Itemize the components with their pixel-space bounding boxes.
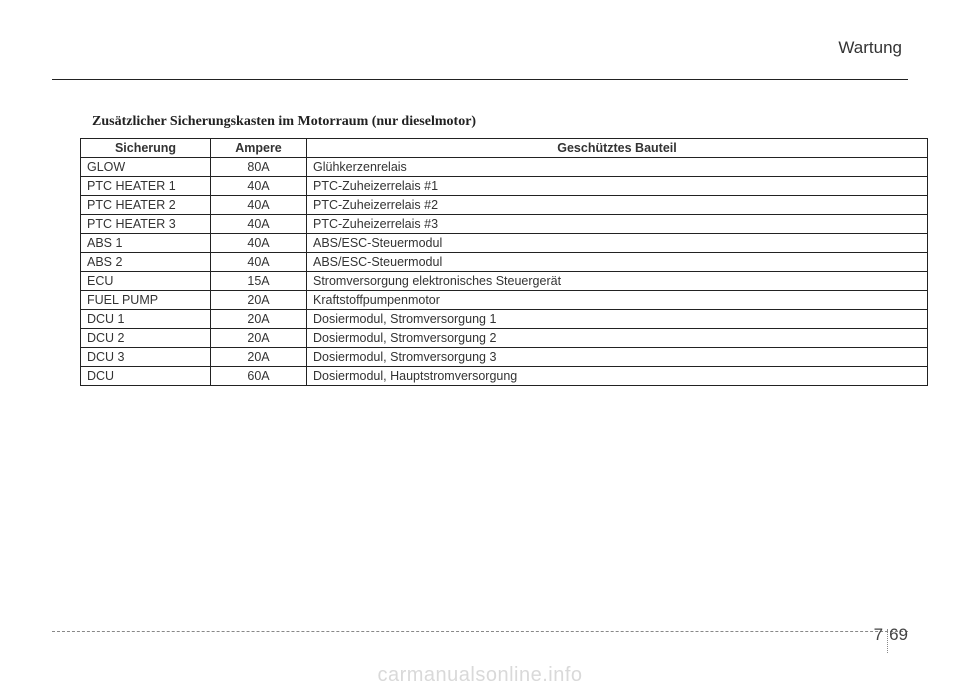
col-header-desc: Geschütztes Bauteil — [307, 139, 928, 158]
cell-desc: PTC-Zuheizerrelais #1 — [307, 177, 928, 196]
table-row: DCU 120ADosiermodul, Stromversorgung 1 — [81, 310, 928, 329]
cell-fuse: PTC HEATER 1 — [81, 177, 211, 196]
cell-fuse: DCU 2 — [81, 329, 211, 348]
table-row: DCU60ADosiermodul, Hauptstromversorgung — [81, 367, 928, 386]
footer-dash — [52, 631, 908, 651]
page-footer: 7 69 — [0, 631, 960, 671]
table-row: ECU15AStromversorgung elektronisches Ste… — [81, 272, 928, 291]
header-rule — [52, 79, 908, 80]
table-row: FUEL PUMP20AKraftstoffpumpenmotor — [81, 291, 928, 310]
cell-ampere: 20A — [211, 310, 307, 329]
table-title: Zusätzlicher Sicherungskasten im Motorra… — [92, 114, 908, 130]
cell-desc: Dosiermodul, Stromversorgung 2 — [307, 329, 928, 348]
cell-fuse: DCU 3 — [81, 348, 211, 367]
page-chapter: 7 — [874, 623, 883, 645]
cell-fuse: ABS 1 — [81, 234, 211, 253]
table-row: GLOW80AGlühkerzenrelais — [81, 158, 928, 177]
cell-desc: Stromversorgung elektronisches Steuerger… — [307, 272, 928, 291]
cell-ampere: 20A — [211, 329, 307, 348]
cell-ampere: 60A — [211, 367, 307, 386]
col-header-fuse: Sicherung — [81, 139, 211, 158]
cell-ampere: 40A — [211, 234, 307, 253]
table-header-row: Sicherung Ampere Geschütztes Bauteil — [81, 139, 928, 158]
page-number-box: 7 69 — [874, 623, 908, 645]
cell-desc: PTC-Zuheizerrelais #3 — [307, 215, 928, 234]
table-row: ABS 240AABS/ESC-Steuermodul — [81, 253, 928, 272]
table-row: DCU 320ADosiermodul, Stromversorgung 3 — [81, 348, 928, 367]
cell-fuse: PTC HEATER 3 — [81, 215, 211, 234]
cell-fuse: GLOW — [81, 158, 211, 177]
cell-ampere: 40A — [211, 215, 307, 234]
cell-ampere: 15A — [211, 272, 307, 291]
section-label: Wartung — [838, 38, 902, 58]
col-header-ampere: Ampere — [211, 139, 307, 158]
cell-desc: PTC-Zuheizerrelais #2 — [307, 196, 928, 215]
cell-fuse: ABS 2 — [81, 253, 211, 272]
cell-ampere: 20A — [211, 291, 307, 310]
table-head: Sicherung Ampere Geschütztes Bauteil — [81, 139, 928, 158]
cell-fuse: FUEL PUMP — [81, 291, 211, 310]
table-row: PTC HEATER 240APTC-Zuheizerrelais #2 — [81, 196, 928, 215]
cell-desc: Dosiermodul, Stromversorgung 3 — [307, 348, 928, 367]
cell-desc: Kraftstoffpumpenmotor — [307, 291, 928, 310]
cell-ampere: 40A — [211, 196, 307, 215]
table-row: DCU 220ADosiermodul, Stromversorgung 2 — [81, 329, 928, 348]
cell-desc: ABS/ESC-Steuermodul — [307, 234, 928, 253]
cell-fuse: DCU 1 — [81, 310, 211, 329]
table-body: GLOW80AGlühkerzenrelaisPTC HEATER 140APT… — [81, 158, 928, 386]
table-row: ABS 140AABS/ESC-Steuermodul — [81, 234, 928, 253]
cell-desc: Glühkerzenrelais — [307, 158, 928, 177]
cell-desc: Dosiermodul, Hauptstromversorgung — [307, 367, 928, 386]
table-row: PTC HEATER 340APTC-Zuheizerrelais #3 — [81, 215, 928, 234]
page-header: Wartung — [52, 32, 908, 80]
cell-ampere: 40A — [211, 253, 307, 272]
cell-fuse: DCU — [81, 367, 211, 386]
cell-fuse: ECU — [81, 272, 211, 291]
cell-ampere: 40A — [211, 177, 307, 196]
cell-ampere: 80A — [211, 158, 307, 177]
fuse-table: Sicherung Ampere Geschütztes Bauteil GLO… — [80, 138, 928, 386]
cell-ampere: 20A — [211, 348, 307, 367]
cell-desc: ABS/ESC-Steuermodul — [307, 253, 928, 272]
page-number: 69 — [889, 623, 908, 645]
cell-desc: Dosiermodul, Stromversorgung 1 — [307, 310, 928, 329]
table-row: PTC HEATER 140APTC-Zuheizerrelais #1 — [81, 177, 928, 196]
page: Wartung Zusätzlicher Sicherungskasten im… — [0, 0, 960, 689]
cell-fuse: PTC HEATER 2 — [81, 196, 211, 215]
